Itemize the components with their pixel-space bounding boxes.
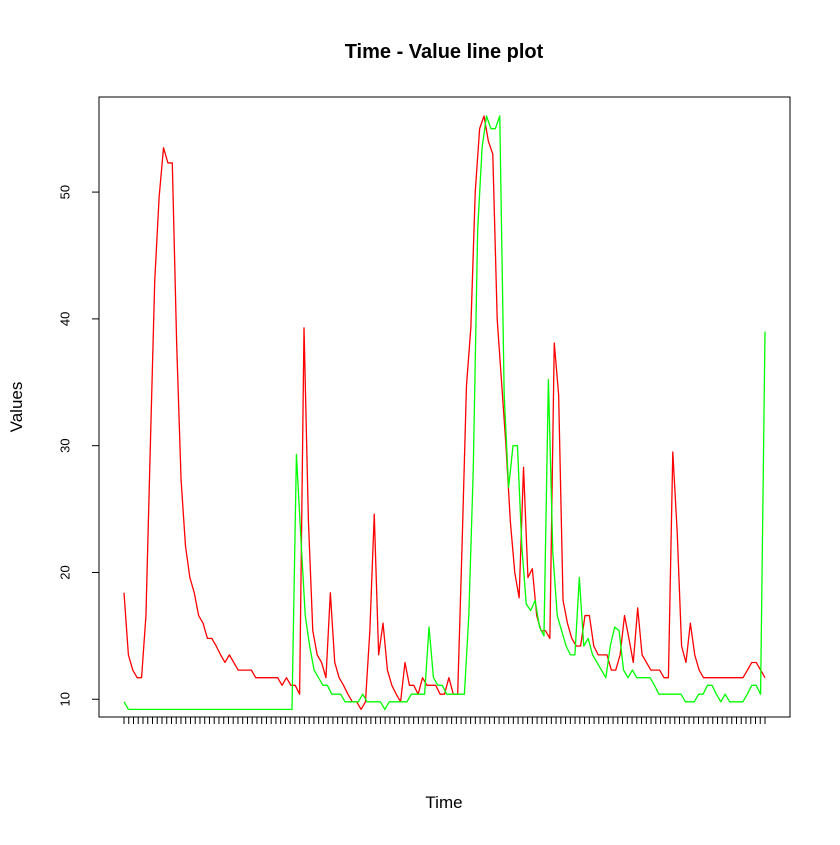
y-tick-label: 10 <box>58 692 73 706</box>
x-axis <box>123 717 766 724</box>
y-tick-label: 20 <box>58 565 73 579</box>
series-line-2 <box>123 115 766 711</box>
x-axis-label: Time <box>425 793 462 812</box>
y-axis: 10 20 30 40 50 <box>58 185 99 706</box>
y-tick-label: 50 <box>58 185 73 199</box>
y-tick-label: 40 <box>58 312 73 326</box>
y-axis-label: Values <box>7 382 26 433</box>
chart-title: Time - Value line plot <box>345 41 544 63</box>
series-line-1 <box>123 115 766 711</box>
series-layer <box>123 115 766 711</box>
plot-frame <box>98 96 791 718</box>
y-tick-label: 30 <box>58 438 73 452</box>
